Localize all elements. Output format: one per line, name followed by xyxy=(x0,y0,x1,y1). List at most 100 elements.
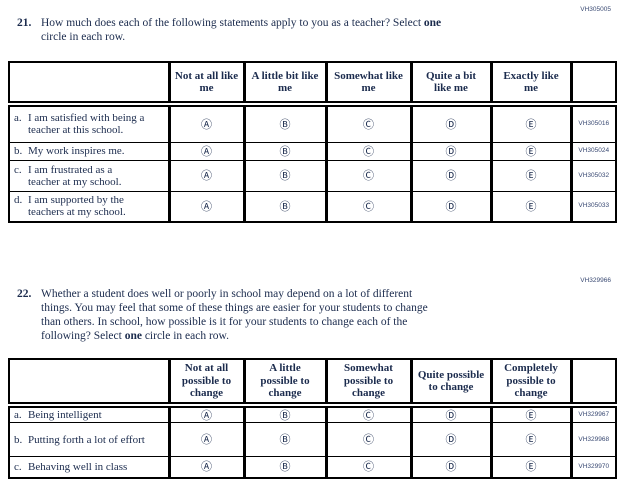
table-row: b. My work inspires me. Ⓐ Ⓑ Ⓒ Ⓓ Ⓔ VH30502… xyxy=(8,141,617,161)
statement-cell: b. Putting forth a lot of effort xyxy=(8,422,170,457)
option-circle-a[interactable]: Ⓐ xyxy=(167,103,246,143)
option-circle-d[interactable]: Ⓓ xyxy=(409,422,493,457)
statement-text: I am satisfied with being a teacher at t… xyxy=(28,112,145,137)
column-header-not-at-all-possible: Not at all possible to change xyxy=(167,358,246,408)
question-21-bold-word: one xyxy=(423,17,442,29)
table-row: b. Putting forth a lot of effort Ⓐ Ⓑ Ⓒ Ⓓ … xyxy=(8,422,617,457)
statement-text: Putting forth a lot of effort xyxy=(28,433,145,446)
row-letter: b. xyxy=(14,145,23,157)
row-code: VH305032 xyxy=(570,159,617,192)
column-header-a-little-bit: A little bit like me xyxy=(242,61,328,107)
row-code: VH305016 xyxy=(570,103,617,143)
option-circle-d[interactable]: Ⓓ xyxy=(409,404,493,423)
statement-column-header xyxy=(8,358,170,408)
question-22-text-after: circle in each row. xyxy=(141,330,229,342)
row-code: VH329970 xyxy=(570,456,617,478)
option-circle-d[interactable]: Ⓓ xyxy=(409,159,493,192)
option-circle-b[interactable]: Ⓑ xyxy=(242,141,328,161)
option-circle-e[interactable]: Ⓔ xyxy=(489,141,573,161)
question-22-bold-word: one xyxy=(124,330,142,342)
option-circle-a[interactable]: Ⓐ xyxy=(167,404,246,423)
option-circle-b[interactable]: Ⓑ xyxy=(242,159,328,192)
option-circle-e[interactable]: Ⓔ xyxy=(489,159,573,192)
question-22-number: 22. xyxy=(17,288,32,300)
column-header-quite-a-bit: Quite a bit like me xyxy=(409,61,493,107)
column-header-quite-possible: Quite possible to change xyxy=(409,358,493,408)
row-letter: c. xyxy=(14,163,22,176)
option-circle-e[interactable]: Ⓔ xyxy=(489,103,573,143)
option-circle-a[interactable]: Ⓐ xyxy=(167,422,246,457)
option-circle-b[interactable]: Ⓑ xyxy=(242,422,328,457)
row-code: VH329968 xyxy=(570,422,617,457)
statement-text: I am frustrated as a teacher at my schoo… xyxy=(28,163,122,188)
option-circle-b[interactable]: Ⓑ xyxy=(242,456,328,478)
question-22-text-before: Whether a student does well or poorly in… xyxy=(41,288,428,342)
column-header-exactly-like: Exactly like me xyxy=(489,61,573,107)
statement-cell: c. Behaving well in class xyxy=(8,456,170,478)
question-22-text: Whether a student does well or poorly in… xyxy=(41,287,428,343)
option-circle-a[interactable]: Ⓐ xyxy=(167,456,246,478)
question-21: 21. How much does each of the following … xyxy=(17,16,613,44)
option-circle-c[interactable]: Ⓒ xyxy=(324,141,413,161)
option-circle-c[interactable]: Ⓒ xyxy=(324,159,413,192)
option-circle-a[interactable]: Ⓐ xyxy=(167,141,246,161)
statement-column-header xyxy=(8,61,170,107)
option-circle-c[interactable]: Ⓒ xyxy=(324,190,413,223)
row-letter: c. xyxy=(14,460,22,473)
table-header-row: Not at all like me A little bit like me … xyxy=(8,61,617,107)
option-circle-c[interactable]: Ⓒ xyxy=(324,456,413,478)
option-circle-a[interactable]: Ⓐ xyxy=(167,190,246,223)
row-letter: b. xyxy=(14,433,23,446)
option-circle-c[interactable]: Ⓒ xyxy=(324,103,413,143)
column-header-not-at-all: Not at all like me xyxy=(167,61,246,107)
table-row: c. Behaving well in class Ⓐ Ⓑ Ⓒ Ⓓ Ⓔ VH329… xyxy=(8,456,617,478)
statement-text: Being intelligent xyxy=(28,409,102,421)
option-circle-d[interactable]: Ⓓ xyxy=(409,456,493,478)
row-letter: d. xyxy=(14,194,23,207)
option-circle-d[interactable]: Ⓓ xyxy=(409,190,493,223)
question-22-code: VH329966 xyxy=(580,277,611,284)
option-circle-e[interactable]: Ⓔ xyxy=(489,190,573,223)
option-circle-a[interactable]: Ⓐ xyxy=(167,159,246,192)
statement-cell: c. I am frustrated as a teacher at my sch… xyxy=(8,159,170,192)
column-header-a-little-possible: A little possible to change xyxy=(242,358,328,408)
option-circle-b[interactable]: Ⓑ xyxy=(242,404,328,423)
row-letter: a. xyxy=(14,409,22,421)
column-header-somewhat: Somewhat like me xyxy=(324,61,413,107)
column-header-completely-possible: Completely possible to change xyxy=(489,358,573,408)
table-row: a. I am satisfied with being a teacher at… xyxy=(8,103,617,143)
statement-cell: b. My work inspires me. xyxy=(8,141,170,161)
row-code: VH305024 xyxy=(570,141,617,161)
code-column-header xyxy=(570,61,617,107)
row-letter: a. xyxy=(14,112,22,125)
question-22-section: VH329966 22. Whether a student does well… xyxy=(8,277,617,479)
option-circle-e[interactable]: Ⓔ xyxy=(489,456,573,478)
option-circle-d[interactable]: Ⓓ xyxy=(409,141,493,161)
option-circle-e[interactable]: Ⓔ xyxy=(489,422,573,457)
statement-text: My work inspires me. xyxy=(28,145,125,157)
question-21-section: VH305005 21. How much does each of the f… xyxy=(8,6,617,223)
row-code: VH329967 xyxy=(570,404,617,423)
option-circle-e[interactable]: Ⓔ xyxy=(489,404,573,423)
statement-text: Behaving well in class xyxy=(28,460,128,473)
statement-text: I am supported by the teachers at my sch… xyxy=(28,194,126,219)
option-circle-c[interactable]: Ⓒ xyxy=(324,404,413,423)
table-row: c. I am frustrated as a teacher at my sch… xyxy=(8,159,617,192)
question-21-table: Not at all like me A little bit like me … xyxy=(8,61,617,223)
row-code: VH305033 xyxy=(570,190,617,223)
question-21-text-after: circle in each row. xyxy=(41,31,126,43)
table-header-row: Not at all possible to change A little p… xyxy=(8,358,617,408)
statement-cell: a. I am satisfied with being a teacher at… xyxy=(8,103,170,143)
option-circle-b[interactable]: Ⓑ xyxy=(242,103,328,143)
question-21-number: 21. xyxy=(17,17,32,29)
option-circle-c[interactable]: Ⓒ xyxy=(324,422,413,457)
question-21-code: VH305005 xyxy=(580,6,611,13)
table-row: a. Being intelligent Ⓐ Ⓑ Ⓒ Ⓓ Ⓔ VH329967 xyxy=(8,404,617,423)
statement-cell: d. I am supported by the teachers at my s… xyxy=(8,190,170,223)
statement-cell: a. Being intelligent xyxy=(8,404,170,423)
option-circle-b[interactable]: Ⓑ xyxy=(242,190,328,223)
column-header-somewhat-possible: Somewhat possible to change xyxy=(324,358,413,408)
option-circle-d[interactable]: Ⓓ xyxy=(409,103,493,143)
code-column-header xyxy=(570,358,617,408)
